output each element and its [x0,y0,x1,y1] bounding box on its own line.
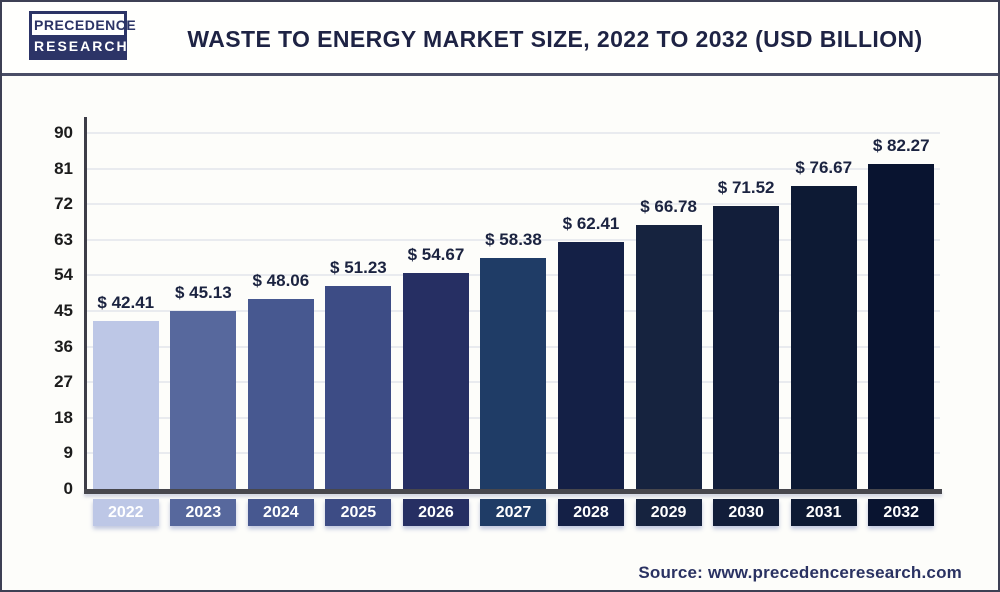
header: PRECEDENCE RESEARCH WASTE TO ENERGY MARK… [2,2,998,76]
bar-value-label: $ 45.13 [174,282,232,302]
bar [635,224,702,489]
y-tick-label: 54 [54,265,73,285]
bars-container: $ 42.41 $ 45.13 $ 48.06 $ 51.23 $ 54.67 $ 58.… [87,133,940,489]
precedence-research-logo: PRECEDENCE RESEARCH [29,11,136,60]
bar [558,242,625,489]
bar-column: $ 54.67 [397,133,475,489]
gridline [87,167,940,170]
y-tick-label: 63 [54,229,73,249]
bar-column: $ 71.52 [707,133,785,489]
x-axis-year-label: 2024 [247,499,314,526]
source-text: Source: www.precedenceresearch.com [638,563,962,582]
x-axis-line [84,489,942,494]
y-tick-label: 36 [54,336,73,356]
x-axis-year-label: 2022 [92,499,159,526]
bar-column: $ 66.78 [630,133,708,489]
bar [325,286,392,489]
y-tick-label: 27 [54,372,73,392]
gridline [87,238,940,241]
x-axis-year-label: 2025 [325,499,392,526]
bar-value-label: $ 42.41 [97,293,155,313]
y-tick-label: 45 [54,301,73,320]
bar [92,321,159,489]
y-axis-line [84,117,87,489]
y-tick-label: 90 [54,123,73,142]
y-tick-label: 72 [54,194,73,214]
bar [868,163,935,489]
bar-column: $ 48.06 [242,133,320,489]
bar-value-label: $ 62.41 [562,214,620,234]
x-axis-year-label: 2029 [635,499,702,526]
bar-column: $ 58.38 [475,133,553,489]
x-axis-year-label: 2027 [480,499,547,526]
y-tick-label: 9 [63,443,73,463]
bar [247,298,314,489]
x-axis-year-label: 2032 [868,499,935,526]
x-axis-year-label: 2028 [558,499,625,526]
bar-value-label: $ 82.27 [872,135,930,155]
bar-column: $ 76.67 [785,133,863,489]
bar [170,310,237,489]
x-axis-labels: 2022 2023 2024 2025 2026 2027 2028 2029 2030 2031… [87,499,940,526]
bar-value-label: $ 58.38 [485,230,542,250]
logo-line1: PRECEDENCE [32,14,136,35]
y-tick-label: 81 [54,158,73,178]
x-axis-year-label: 2026 [402,499,469,526]
bar [713,206,780,489]
bar-value-label: $ 71.52 [717,178,775,198]
bar [790,185,857,489]
chart-title: WASTE TO ENERGY MARKET SIZE, 2022 TO 203… [187,25,923,52]
bar [402,272,469,489]
bar [480,258,547,489]
plot-area: 0 9 18 27 36 45 54 63 72 81 90 $ 42.41 $ 45.13 $ 48.… [54,117,942,498]
x-axis-year-label: 2031 [790,499,857,526]
gridline [87,132,940,134]
gridline [87,203,940,206]
logo-line2: RESEARCH [32,35,127,57]
bar-column: $ 42.41 [87,133,165,489]
x-axis-year-label: 2023 [170,499,237,526]
bar-value-label: $ 51.23 [330,258,387,278]
y-tick-label: 0 [63,479,73,498]
bar-column: $ 51.23 [320,133,398,489]
bar-value-label: $ 48.06 [252,270,310,290]
bar-column: $ 62.41 [552,133,630,489]
x-axis-year-label: 2030 [713,499,780,526]
bar-value-label: $ 66.78 [640,196,697,216]
y-tick-label: 18 [54,407,73,427]
bar-column: $ 45.13 [165,133,243,489]
bar-column: $ 82.27 [862,133,940,489]
bar-value-label: $ 76.67 [795,157,853,177]
bar-value-label: $ 54.67 [407,244,465,264]
